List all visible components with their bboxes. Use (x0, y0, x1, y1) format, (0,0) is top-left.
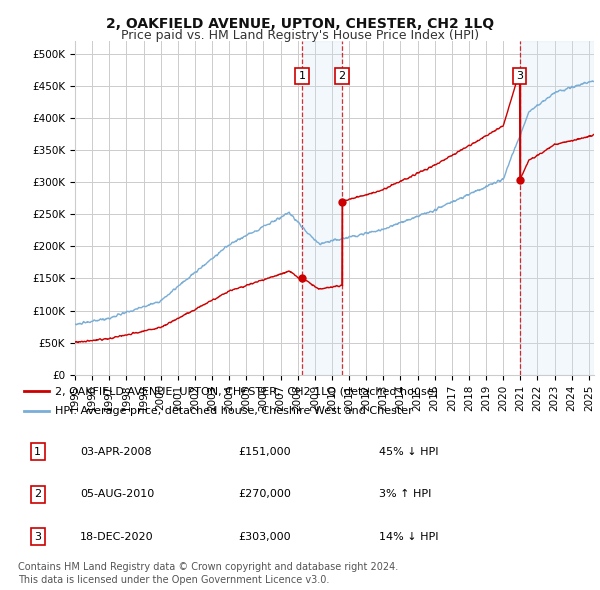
Text: 1: 1 (34, 447, 41, 457)
Text: 45% ↓ HPI: 45% ↓ HPI (379, 447, 439, 457)
Text: 18-DEC-2020: 18-DEC-2020 (80, 532, 154, 542)
Text: £270,000: £270,000 (238, 489, 291, 499)
Text: 3: 3 (516, 71, 523, 81)
Text: 2, OAKFIELD AVENUE, UPTON, CHESTER,  CH2 1LQ (detached house): 2, OAKFIELD AVENUE, UPTON, CHESTER, CH2 … (55, 386, 437, 396)
Text: 2, OAKFIELD AVENUE, UPTON, CHESTER, CH2 1LQ: 2, OAKFIELD AVENUE, UPTON, CHESTER, CH2 … (106, 17, 494, 31)
Text: 03-APR-2008: 03-APR-2008 (80, 447, 152, 457)
Bar (520, 41, 594, 375)
Text: 14% ↓ HPI: 14% ↓ HPI (379, 532, 439, 542)
Text: Contains HM Land Registry data © Crown copyright and database right 2024.
This d: Contains HM Land Registry data © Crown c… (18, 562, 398, 585)
Text: 2: 2 (34, 489, 41, 499)
Text: £151,000: £151,000 (238, 447, 290, 457)
Text: 1: 1 (298, 71, 305, 81)
Text: £303,000: £303,000 (238, 532, 290, 542)
Text: Price paid vs. HM Land Registry's House Price Index (HPI): Price paid vs. HM Land Registry's House … (121, 29, 479, 42)
Text: 3: 3 (34, 532, 41, 542)
Text: 2: 2 (338, 71, 346, 81)
Bar (302, 41, 342, 375)
Text: HPI: Average price, detached house, Cheshire West and Chester: HPI: Average price, detached house, Ches… (55, 407, 412, 416)
Text: 05-AUG-2010: 05-AUG-2010 (80, 489, 154, 499)
Text: 3% ↑ HPI: 3% ↑ HPI (379, 489, 431, 499)
